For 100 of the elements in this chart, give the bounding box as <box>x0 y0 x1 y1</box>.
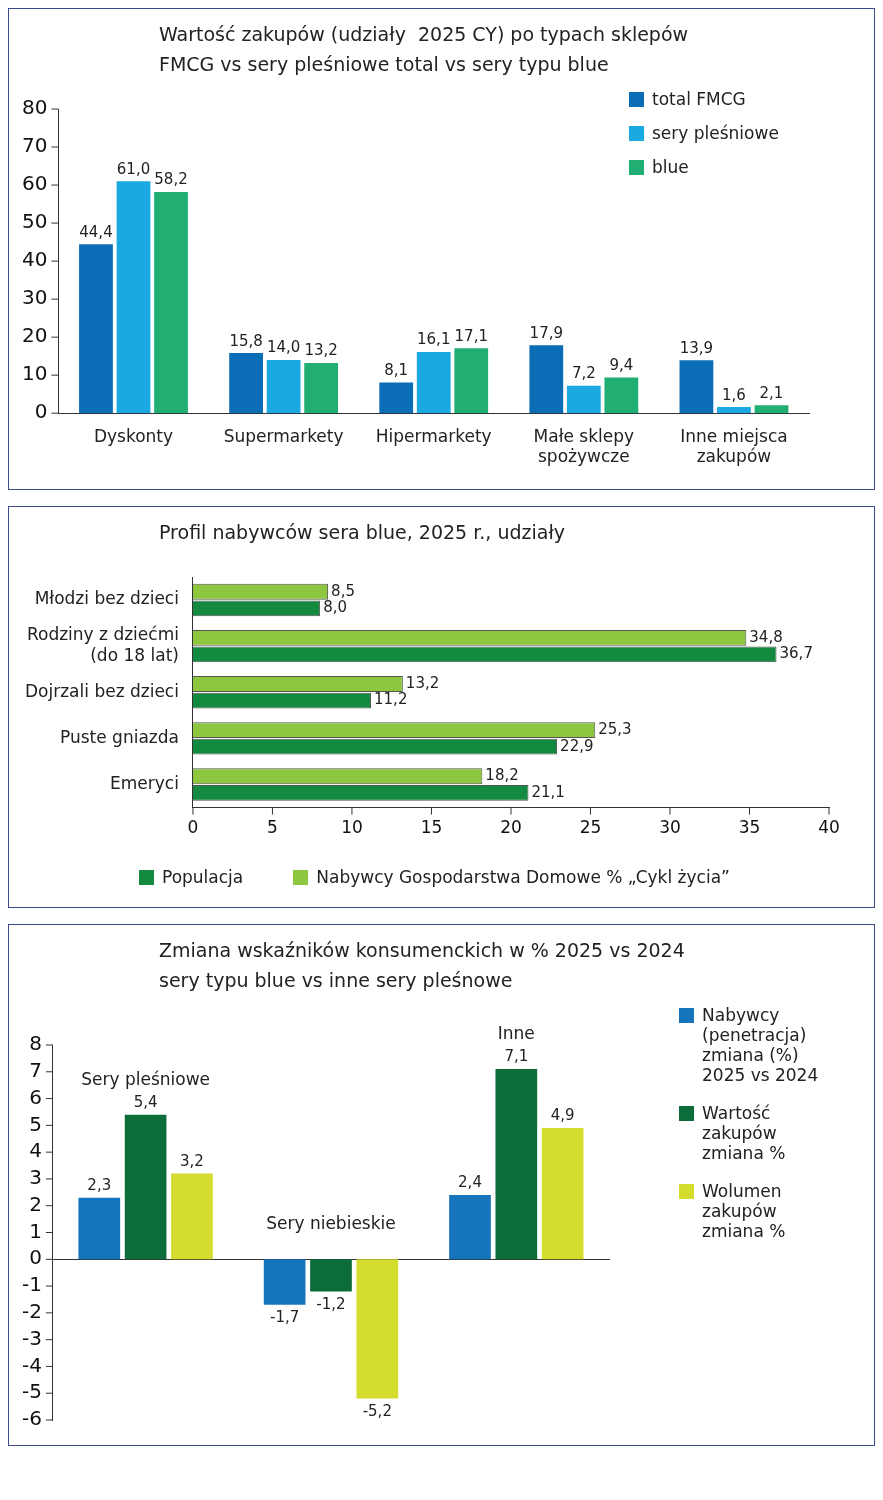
x-tick-label: 5 <box>267 817 278 838</box>
y-tick-label: 20 <box>22 323 48 348</box>
x-tick-label: Supermarkety <box>223 425 344 446</box>
x-tick-label: 40 <box>818 817 840 838</box>
y-tick-label: 80 <box>22 95 48 120</box>
bar <box>495 1069 538 1260</box>
bar <box>529 345 564 414</box>
data-label: -1,7 <box>269 1308 300 1327</box>
y-tick-label: -4 <box>21 1352 42 1377</box>
y-tick-label: 5 <box>29 1111 42 1136</box>
x-tick-label: 30 <box>659 817 681 838</box>
bar <box>356 1259 399 1399</box>
x-tick-label: Sery pleśniowe <box>81 1068 211 1089</box>
data-label: 36,7 <box>779 644 813 663</box>
chart-title: Profil nabywców sera blue, 2025 r., udziały <box>159 520 567 545</box>
data-label: 18,2 <box>485 766 519 785</box>
data-label: 7,1 <box>504 1047 529 1066</box>
bar <box>229 353 263 414</box>
bar <box>449 1195 491 1260</box>
legend-label: Populacja <box>162 867 244 887</box>
data-label: 7,2 <box>571 364 596 383</box>
x-tick-label: 25 <box>579 817 602 838</box>
y-tick-label: 8 <box>29 1031 42 1056</box>
data-label: 34,8 <box>749 627 783 646</box>
y-tick-label: -2 <box>21 1299 42 1324</box>
bar <box>304 363 339 414</box>
y-tick-label: 7 <box>29 1057 42 1082</box>
bar <box>454 348 489 414</box>
data-label: 13,2 <box>405 673 440 692</box>
bar <box>124 1114 167 1260</box>
bar <box>679 360 714 414</box>
data-label: 11,2 <box>374 690 408 709</box>
y-tick-label: Młodzi bez dzieci <box>34 588 179 609</box>
data-label: 8,1 <box>384 360 409 379</box>
y-tick-label: 2 <box>29 1191 42 1216</box>
y-tick-label: 0 <box>29 1245 42 1270</box>
data-label: -5,2 <box>362 1401 392 1420</box>
y-tick-label: Emeryci <box>110 772 179 793</box>
legend-label: sery pleśniowe <box>652 123 779 143</box>
x-tick-label: 10 <box>341 817 363 838</box>
x-tick-label: Małe sklepy spożywcze <box>533 425 635 467</box>
y-tick-label: -3 <box>21 1325 42 1350</box>
x-tick-label: Sery niebieskie <box>266 1213 396 1234</box>
y-tick-label: 50 <box>22 209 48 234</box>
y-tick-label: Rodziny z dziećmi (do 18 lat) <box>26 624 179 665</box>
x-tick-label: Inne miejsca zakupów <box>680 425 788 467</box>
legend-label: blue <box>652 157 689 177</box>
bar <box>154 191 188 414</box>
bar <box>541 1128 584 1260</box>
x-tick-label: Hipermarkety <box>375 425 492 446</box>
bar <box>79 244 113 414</box>
legend-label: Wolumen zakupów zmiana % <box>702 1181 787 1241</box>
y-tick-label: 1 <box>29 1218 42 1243</box>
y-tick-label: Puste gniazda <box>59 726 179 747</box>
x-tick-label: Inne <box>497 1023 535 1044</box>
data-label: 25,3 <box>598 720 632 739</box>
bar <box>263 1259 306 1305</box>
data-label: 9,4 <box>609 355 634 374</box>
legend-label: total FMCG <box>652 89 746 109</box>
y-tick-label: 0 <box>34 399 48 424</box>
data-label: 44,4 <box>79 222 113 241</box>
data-label: 17,1 <box>454 326 488 345</box>
y-tick-label: 40 <box>22 247 48 272</box>
data-label: 58,2 <box>154 170 188 189</box>
data-label: 2,3 <box>87 1176 112 1195</box>
legend-label: Wartość zakupów zmiana % <box>702 1103 787 1163</box>
data-label: 13,9 <box>679 338 714 357</box>
y-tick-label: -5 <box>21 1379 42 1404</box>
bar <box>379 382 414 414</box>
data-label: 16,1 <box>417 330 451 349</box>
bar <box>566 385 601 414</box>
legend-label: Nabywcy (penetracja) zmiana (%) 2025 vs 2024 <box>702 1005 820 1085</box>
data-label: 5,4 <box>133 1093 158 1112</box>
x-tick-label: 15 <box>420 817 443 838</box>
legend-label: Nabywcy Gospodarstwa Domowe % „Cykl życia” <box>316 867 730 887</box>
data-label: 61,0 <box>116 159 151 178</box>
y-tick-label: 30 <box>22 285 48 310</box>
x-tick-label: Dyskonty <box>93 425 174 446</box>
y-tick-label: Dojrzali bez dzieci <box>24 680 179 701</box>
data-label: 8,5 <box>331 581 355 600</box>
y-tick-label: -6 <box>21 1406 42 1431</box>
data-label: 17,9 <box>529 323 564 342</box>
x-tick-label: 35 <box>738 817 761 838</box>
data-label: 21,1 <box>531 782 565 801</box>
data-label: 15,8 <box>229 331 263 350</box>
data-label: 13,2 <box>304 341 338 360</box>
bar <box>717 407 751 414</box>
y-tick-label: 60 <box>22 171 48 196</box>
data-label: 3,2 <box>180 1151 204 1170</box>
y-tick-label: 70 <box>22 133 48 158</box>
bar <box>266 359 301 414</box>
data-label: -1,2 <box>316 1294 346 1313</box>
x-tick-label: 20 <box>500 817 522 838</box>
bar <box>78 1197 121 1260</box>
bar <box>416 351 451 414</box>
y-tick-label: -1 <box>21 1272 42 1297</box>
bar <box>754 405 789 414</box>
chart-title: Zmiana wskaźników konsumenckich w % 2025 vs 2024 sery typu blue vs inne sery pleśnowe <box>159 938 686 993</box>
bar <box>116 181 151 414</box>
bar <box>604 377 639 414</box>
